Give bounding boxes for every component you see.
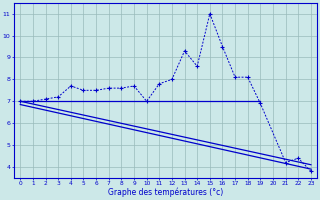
X-axis label: Graphe des températures (°c): Graphe des températures (°c) (108, 188, 223, 197)
